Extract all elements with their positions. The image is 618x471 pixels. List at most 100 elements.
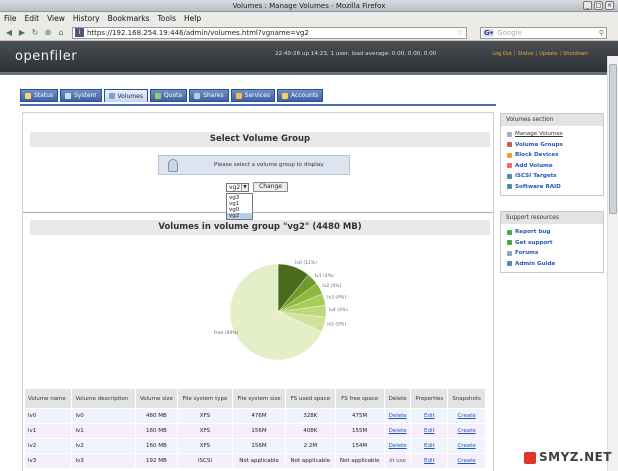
sidebar-item-add-volume[interactable]: Add Volume — [501, 161, 603, 172]
url-text[interactable]: https://192.168.254.19:446/admin/volumes… — [87, 28, 309, 37]
app-header: openfiler 22:40:28 up 14:23, 1 user, loa… — [0, 41, 618, 75]
col-snapshots: Snapshots — [447, 388, 486, 409]
sidebar-item-block-devices[interactable]: Block Devices — [501, 150, 603, 161]
scrollbar-thumb[interactable] — [609, 64, 617, 214]
tab-label: Volumes — [117, 92, 143, 100]
tab-services[interactable]: Services — [230, 89, 275, 102]
cell-description: lv3 — [71, 453, 136, 469]
create-snapshot-link[interactable]: Create — [457, 458, 476, 464]
support-resources-sidebar: Support resources Report bug Get support… — [500, 211, 604, 273]
tab-accounts[interactable]: Accounts — [276, 89, 324, 102]
menu-edit[interactable]: Edit — [24, 14, 40, 23]
edit-link[interactable]: Edit — [423, 428, 435, 434]
update-link[interactable]: Update — [539, 51, 558, 57]
col-fs-type: File system type — [177, 388, 233, 409]
volume-group-select[interactable]: vg2 ▼ — [226, 182, 249, 192]
cell-name: lv1 — [23, 423, 73, 439]
sidebar-item-admin-guide[interactable]: Admin Guide — [501, 259, 603, 270]
sidebar-item-iscsi-targets[interactable]: iSCSI Targets — [501, 171, 603, 182]
col-volume-description: Volume description — [71, 388, 136, 409]
menu-help[interactable]: Help — [183, 14, 202, 23]
edit-link[interactable]: Edit — [423, 458, 435, 464]
delete-link[interactable]: Delete — [388, 413, 407, 419]
volume-group-dropdown: vg3 vg1 vg0 vg2 — [226, 193, 253, 220]
create-snapshot-link[interactable]: Create — [457, 428, 476, 434]
url-bar[interactable]: i https://192.168.254.19:446/admin/volum… — [72, 26, 467, 39]
cell-fs-size: Not applicable — [231, 453, 287, 469]
option-vg3[interactable]: vg3 — [229, 195, 240, 201]
pie-slice — [229, 263, 323, 361]
cell-size: 160 MB — [134, 438, 179, 454]
sidebar-item-manage-volumes[interactable]: Manage Volumes — [501, 129, 603, 140]
create-snapshot-link[interactable]: Create — [457, 413, 476, 419]
cell-fs-free: 154M — [334, 438, 385, 454]
status-link[interactable]: Status — [517, 51, 534, 57]
option-vg2[interactable]: vg2 — [227, 213, 252, 219]
minimize-icon[interactable]: _ — [583, 1, 592, 10]
search-engine-icon[interactable]: G▾ — [483, 28, 495, 37]
volume-usage-pie-chart: lv0 (11%) lv1 (4%) lv2 (4%) lv3 (4%) lv4 (4%… — [214, 260, 348, 361]
home-icon[interactable]: ⌂ — [58, 27, 64, 37]
menu-bookmarks[interactable]: Bookmarks — [107, 14, 150, 23]
cell-fs-used: 408K — [285, 423, 336, 439]
col-delete: Delete — [383, 388, 412, 409]
close-icon[interactable]: × — [605, 1, 614, 10]
sidebar-item-label: Forums — [515, 250, 539, 256]
sidebar-item-forums[interactable]: Forums — [501, 248, 603, 259]
tab-volumes[interactable]: Volumes — [103, 89, 148, 102]
sidebar-item-software-raid[interactable]: Software RAID — [501, 182, 603, 193]
sidebar-item-report-bug[interactable]: Report bug — [501, 227, 603, 238]
site-identity-icon[interactable]: i — [75, 28, 84, 37]
cell-name: lv0 — [23, 408, 73, 424]
shutdown-link[interactable]: Shutdown — [563, 51, 588, 57]
navigation-toolbar: ◀ ▶ ↻ ⊗ ⌂ i https://192.168.254.19:446/a… — [0, 25, 618, 41]
menu-view[interactable]: View — [47, 14, 65, 23]
forward-icon[interactable]: ▶ — [18, 27, 26, 37]
menu-tools[interactable]: Tools — [157, 14, 176, 23]
volume-group-form: vg2 ▼ Change — [226, 182, 288, 192]
stop-icon[interactable]: ⊗ — [44, 27, 52, 37]
create-snapshot-link[interactable]: Create — [457, 443, 476, 449]
accounts-icon — [281, 92, 288, 99]
volumes-table: Volume name Volume description Volume si… — [23, 388, 486, 469]
change-button[interactable]: Change — [253, 182, 288, 192]
page-scrollbar[interactable] — [607, 56, 618, 471]
sidebar-item-volume-groups[interactable]: Volume Groups — [501, 140, 603, 151]
admin-guide-icon — [507, 261, 512, 267]
edit-link[interactable]: Edit — [423, 413, 435, 419]
openfiler-logo[interactable]: openfiler — [15, 49, 78, 64]
sidebar-item-get-support[interactable]: Get support — [501, 238, 603, 249]
edit-link[interactable]: Edit — [423, 443, 435, 449]
watermark-logo-icon — [524, 451, 537, 464]
sidebar-item-label: Volume Groups — [515, 141, 563, 148]
reload-icon[interactable]: ↻ — [31, 27, 39, 37]
get-support-icon — [507, 240, 512, 246]
info-text: Please select a volume group to display. — [214, 162, 325, 168]
chevron-down-icon[interactable]: ▼ — [241, 183, 248, 191]
sidebar-title: Support resources — [501, 212, 603, 224]
logout-link[interactable]: Log Out — [492, 51, 512, 57]
menu-history[interactable]: History — [72, 14, 100, 23]
tab-shares[interactable]: Shares — [189, 89, 229, 102]
option-vg0[interactable]: vg0 — [229, 207, 240, 213]
back-icon[interactable]: ◀ — [5, 27, 13, 37]
delete-link[interactable]: Delete — [388, 443, 407, 449]
section-divider — [23, 212, 493, 213]
search-icon[interactable]: ⚲ — [598, 28, 604, 37]
maximize-icon[interactable]: □ — [594, 1, 603, 10]
tab-quota[interactable]: Quota — [149, 89, 188, 102]
bookmark-star-icon[interactable]: ☆ — [456, 28, 464, 37]
sidebar-title: Volumes section — [501, 114, 603, 126]
tab-status[interactable]: Status — [20, 89, 59, 102]
col-fs-size: File system size — [231, 388, 287, 409]
tab-system[interactable]: System — [60, 89, 102, 102]
cell-fs-size: 476M — [231, 408, 287, 424]
search-placeholder[interactable]: Google — [497, 28, 522, 37]
delete-link[interactable]: Delete — [388, 428, 407, 434]
menu-file[interactable]: File — [4, 14, 17, 23]
volumes-icon — [108, 93, 115, 99]
option-vg1[interactable]: vg1 — [229, 201, 240, 207]
cell-fs-type: XFS — [177, 438, 233, 454]
search-box[interactable]: G▾ Google ⚲ — [480, 26, 607, 39]
sidebar-item-label: Block Devices — [515, 152, 559, 158]
